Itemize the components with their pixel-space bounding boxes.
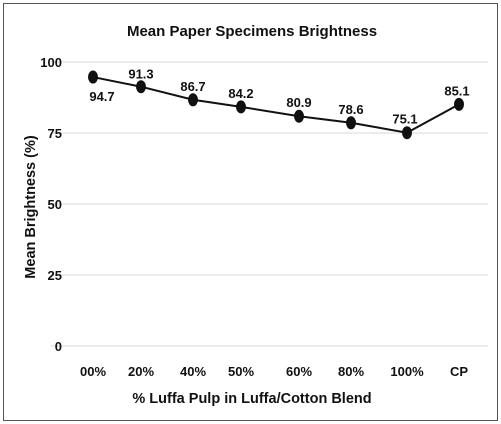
x-tick-label: 40% <box>180 364 206 379</box>
data-label: 78.6 <box>338 102 363 117</box>
y-tick-label: 100 <box>40 55 62 70</box>
y-tick-label: 25 <box>48 268 62 283</box>
y-tick-label: 50 <box>48 197 62 212</box>
data-label: 86.7 <box>180 79 205 94</box>
series-line <box>92 76 460 134</box>
data-point <box>188 93 198 107</box>
y-axis-title: Mean Brightness (%) <box>23 135 39 279</box>
chart-title: Mean Paper Specimens Brightness <box>127 23 377 40</box>
series-layer <box>88 70 464 140</box>
x-tick-label: 50% <box>228 364 254 379</box>
data-point <box>136 80 146 94</box>
x-tick-label: 100% <box>390 364 424 379</box>
data-point <box>294 109 304 123</box>
brightness-line-chart: Mean Paper Specimens Brightness 0 25 50 75 1… <box>23 23 488 407</box>
data-labels: 94.7 91.3 86.7 84.2 80.9 78.6 75.1 85.1 <box>89 67 469 127</box>
data-label: 84.2 <box>228 86 253 101</box>
chart-frame: Mean Paper Specimens Brightness 0 25 50 75 1… <box>3 3 498 421</box>
x-tick-label: 00% <box>80 364 106 379</box>
y-tick-label: 0 <box>55 339 62 354</box>
x-tick-label: 80% <box>338 364 364 379</box>
y-axis-ticks: 0 25 50 75 100 <box>40 55 62 354</box>
data-label: 80.9 <box>286 95 311 110</box>
x-tick-label: CP <box>450 364 468 379</box>
data-point <box>454 97 464 111</box>
data-label: 91.3 <box>128 67 153 82</box>
data-label: 85.1 <box>444 83 469 98</box>
x-axis-ticks: 00% 20% 40% 50% 60% 80% 100% CP <box>80 364 468 379</box>
data-label: 75.1 <box>392 112 417 127</box>
data-label: 94.7 <box>89 89 114 104</box>
gridlines <box>51 61 488 347</box>
y-tick-label: 75 <box>48 126 62 141</box>
data-point <box>88 70 98 84</box>
data-point <box>346 116 356 130</box>
x-tick-label: 60% <box>286 364 312 379</box>
data-point <box>236 100 246 114</box>
x-axis-title: % Luffa Pulp in Luffa/Cotton Blend <box>132 391 371 407</box>
data-point <box>402 126 412 140</box>
x-tick-label: 20% <box>128 364 154 379</box>
